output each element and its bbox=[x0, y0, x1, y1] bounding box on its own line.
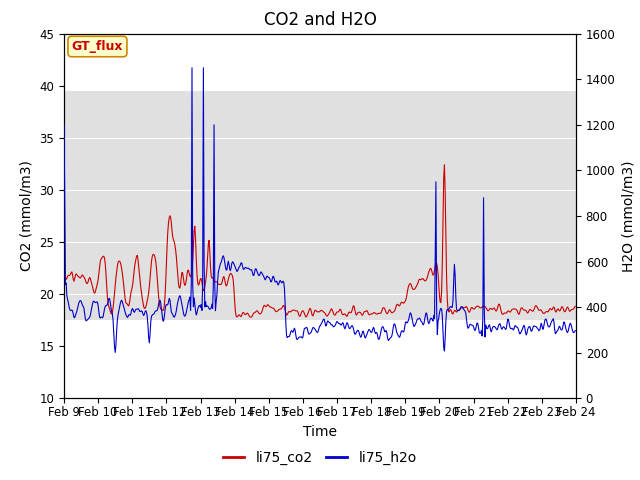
Y-axis label: CO2 (mmol/m3): CO2 (mmol/m3) bbox=[20, 161, 34, 271]
Legend: li75_co2, li75_h2o: li75_co2, li75_h2o bbox=[218, 445, 422, 471]
Bar bbox=[64, 91, 576, 320]
Y-axis label: H2O (mmol/m3): H2O (mmol/m3) bbox=[621, 160, 635, 272]
X-axis label: Time: Time bbox=[303, 425, 337, 439]
Text: GT_flux: GT_flux bbox=[72, 40, 123, 53]
Title: CO2 and H2O: CO2 and H2O bbox=[264, 11, 376, 29]
